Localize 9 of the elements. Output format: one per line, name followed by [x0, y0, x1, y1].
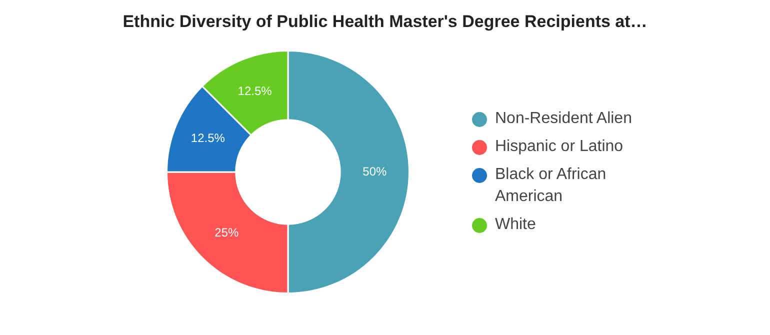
legend-label: White: [495, 215, 537, 235]
data-label: 12.5%: [190, 131, 226, 146]
legend-label: Hispanic or Latino: [495, 137, 624, 157]
legend-label: Black or African American: [495, 165, 608, 207]
data-label: 50%: [362, 164, 388, 178]
data-label: 12.5%: [238, 84, 272, 98]
legend-label: Non-Resident Alien: [495, 109, 633, 129]
data-label: 25%: [214, 226, 240, 240]
chart-title: Ethnic Diversity of Public Health Master's Degree Recipients at…: [122, 12, 648, 32]
